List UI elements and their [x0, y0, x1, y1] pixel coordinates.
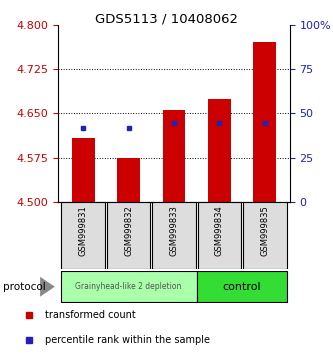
Text: percentile rank within the sample: percentile rank within the sample	[45, 335, 209, 346]
Bar	[253, 42, 276, 202]
FancyBboxPatch shape	[243, 202, 286, 269]
Text: transformed count: transformed count	[45, 309, 135, 320]
Text: GSM999832: GSM999832	[124, 205, 133, 256]
Bar	[117, 158, 140, 202]
Text: control: control	[223, 282, 261, 292]
Bar	[72, 138, 95, 202]
Text: GDS5113 / 10408062: GDS5113 / 10408062	[95, 12, 238, 25]
FancyBboxPatch shape	[62, 202, 105, 269]
Text: GSM999835: GSM999835	[260, 205, 269, 256]
Bar	[208, 99, 231, 202]
FancyBboxPatch shape	[197, 272, 287, 302]
Text: GSM999831: GSM999831	[79, 205, 88, 256]
Polygon shape	[40, 277, 55, 297]
Text: protocol: protocol	[3, 282, 46, 292]
FancyBboxPatch shape	[107, 202, 151, 269]
FancyBboxPatch shape	[152, 202, 196, 269]
FancyBboxPatch shape	[61, 272, 197, 302]
Text: Grainyhead-like 2 depletion: Grainyhead-like 2 depletion	[76, 282, 182, 291]
Bar	[163, 110, 185, 202]
Text: GSM999833: GSM999833	[169, 205, 178, 256]
Text: GSM999834: GSM999834	[215, 205, 224, 256]
FancyBboxPatch shape	[197, 202, 241, 269]
